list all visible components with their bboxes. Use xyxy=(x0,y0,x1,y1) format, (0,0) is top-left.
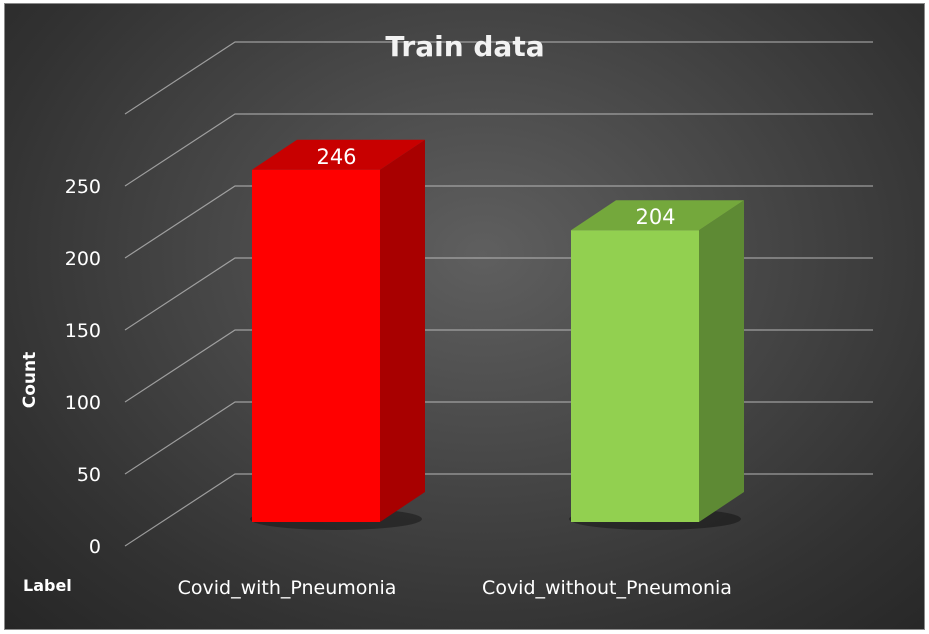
data-label: 246 xyxy=(316,145,356,169)
y-tick-label: 150 xyxy=(65,320,101,342)
bar-front xyxy=(252,169,380,522)
gridline-50 xyxy=(124,401,873,475)
gridline-300 xyxy=(124,41,873,115)
data-label: 204 xyxy=(635,205,675,229)
gridline-150 xyxy=(124,257,873,331)
gridline-0 xyxy=(124,473,873,547)
bars xyxy=(250,139,744,530)
bar-2 xyxy=(569,200,744,530)
bar-side xyxy=(380,139,425,522)
chart-labels: Train data Count Label 0 50 100 150 200 250 24… xyxy=(20,30,732,599)
gridline-100 xyxy=(124,329,873,403)
chart-title: Train data xyxy=(385,30,544,63)
bar-chart: Train data Count Label 0 50 100 150 200 250 24… xyxy=(20,30,873,599)
bar-1 xyxy=(250,139,425,530)
x-tick-label: Covid_with_Pneumonia xyxy=(178,577,397,599)
y-axis-title: Count xyxy=(20,352,40,409)
gridline-200 xyxy=(124,185,873,259)
bar-top xyxy=(252,139,425,170)
gridline-250 xyxy=(124,113,873,187)
bar-top xyxy=(571,200,744,231)
gridlines xyxy=(124,41,873,547)
y-tick-label: 250 xyxy=(65,176,101,198)
y-tick-label: 0 xyxy=(89,536,101,558)
chart-area: Train data Count Label 0 50 100 150 200 250 24… xyxy=(4,3,925,630)
bar-side xyxy=(699,200,744,523)
y-tick-label: 100 xyxy=(65,392,101,414)
x-tick-label: Covid_without_Pneumonia xyxy=(482,577,732,599)
x-axis-title: Label xyxy=(23,576,72,595)
y-tick-label: 200 xyxy=(65,248,101,270)
bar-front xyxy=(571,230,699,523)
y-tick-label: 50 xyxy=(77,464,101,486)
